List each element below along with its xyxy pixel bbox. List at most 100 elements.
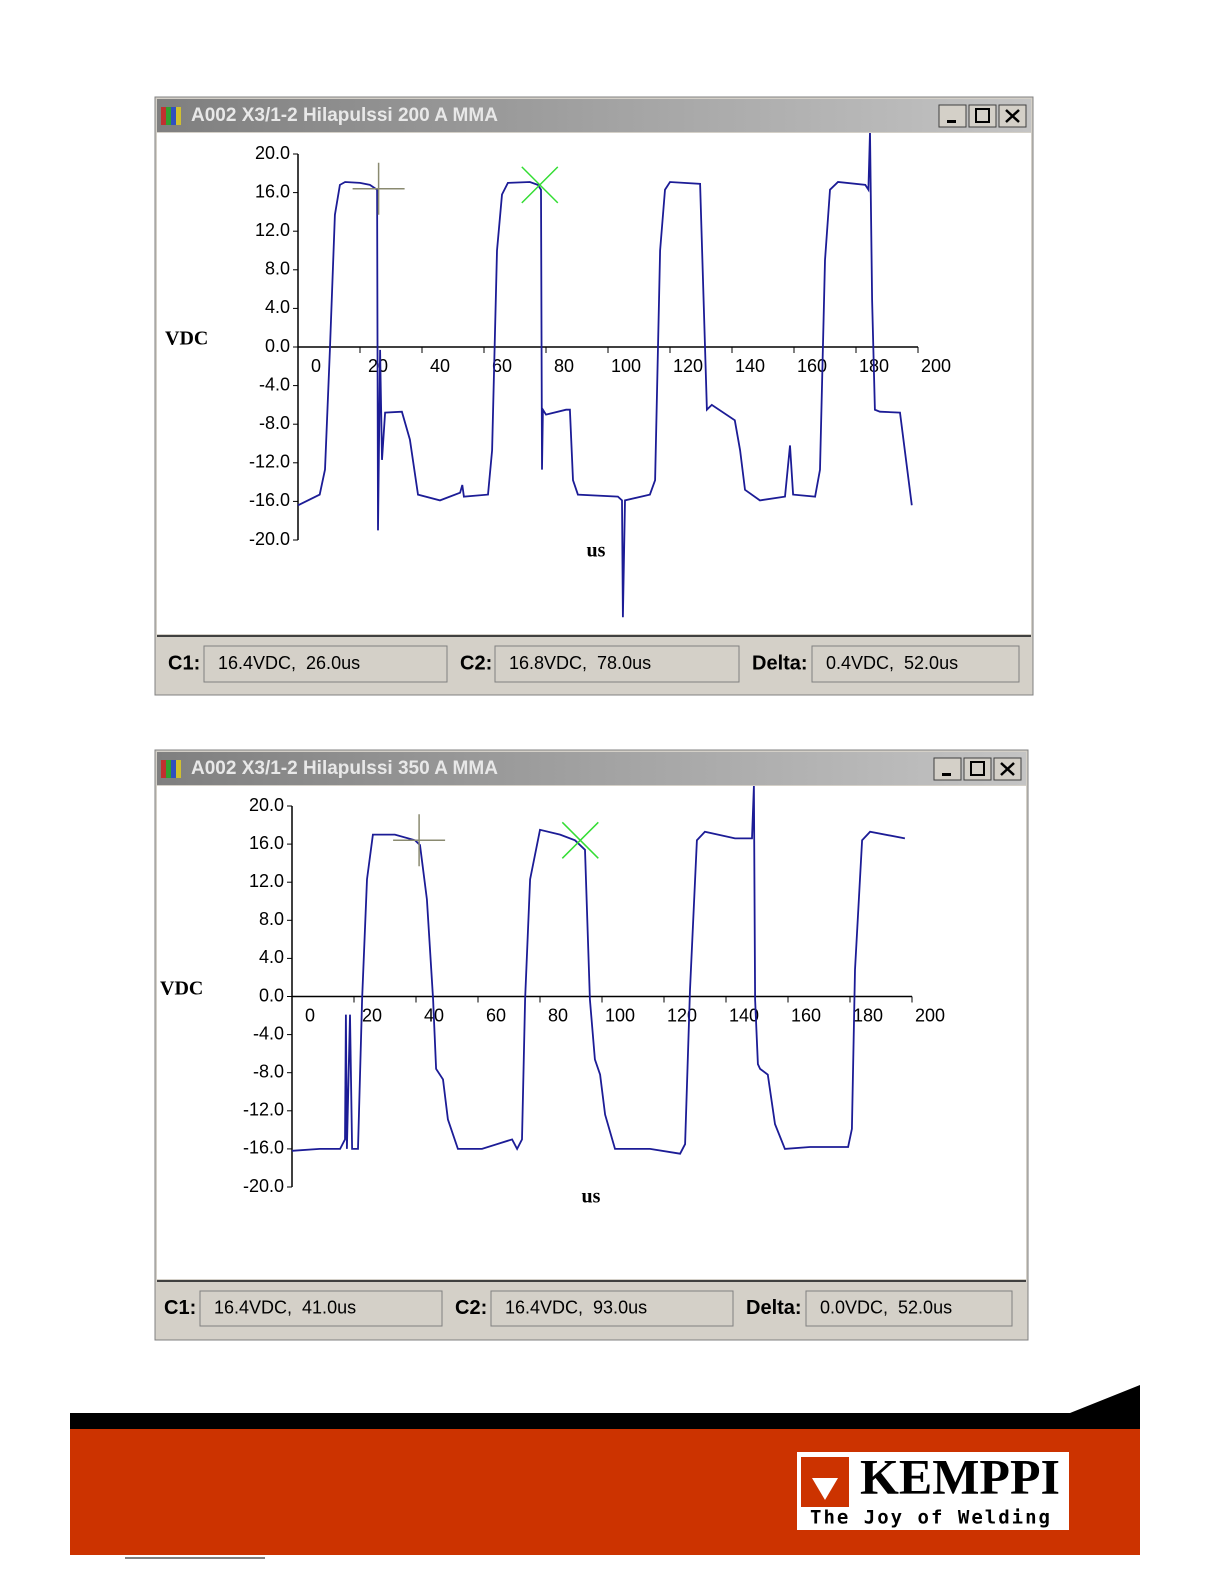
status-label: Delta: xyxy=(752,652,808,674)
cursor xyxy=(393,814,446,867)
x-tick-label: 100 xyxy=(605,1005,635,1025)
app-icon xyxy=(161,760,166,778)
status-value: 16.8VDC, 78.0us xyxy=(509,653,651,673)
x-axis-label: us xyxy=(582,1186,601,1208)
x-tick-label: 0 xyxy=(311,356,321,376)
x-tick-label: 60 xyxy=(492,356,512,376)
y-tick-label: -4.0 xyxy=(259,374,290,394)
status-label: C2: xyxy=(455,1297,487,1319)
logo-brand: KEMPPI xyxy=(860,1448,1060,1504)
title-bar xyxy=(157,99,1031,132)
maximize-glyph xyxy=(975,108,990,123)
status-field xyxy=(199,1290,443,1327)
x-tick-label: 20 xyxy=(362,1005,382,1025)
y-tick-label: -20.0 xyxy=(249,529,290,549)
signal-line xyxy=(291,786,906,1155)
close-glyph xyxy=(1005,109,1020,123)
x-tick-label: 80 xyxy=(548,1005,568,1025)
y-tick-label: 16.0 xyxy=(255,181,290,201)
plot-area xyxy=(157,786,1026,1279)
minimize-button[interactable] xyxy=(933,757,962,781)
y-tick-label: -12.0 xyxy=(243,1100,284,1120)
status-value: 0.0VDC, 52.0us xyxy=(820,1297,952,1317)
y-tick-label: -16.0 xyxy=(243,1138,284,1158)
y-tick-label: -8.0 xyxy=(253,1061,284,1081)
status-value: 0.4VDC, 52.0us xyxy=(826,653,958,673)
app-icon xyxy=(161,107,166,125)
x-tick-label: 40 xyxy=(430,356,450,376)
window: A002 X3/1-2 Hilapulssi 350 A MMA 20.0 16.0… xyxy=(154,749,1029,1341)
windows: A002 X3/1-2 Hilapulssi 200 A MMA 20.0 16.0… xyxy=(154,96,1034,1341)
y-axis-label: VDC xyxy=(160,978,203,1000)
logo-mark xyxy=(812,1478,838,1500)
status-field xyxy=(811,645,1020,683)
status-label: Delta: xyxy=(746,1297,802,1319)
close-glyph xyxy=(1000,762,1015,776)
x-tick-label: 140 xyxy=(735,356,765,376)
y-tick-label: 0.0 xyxy=(259,985,284,1005)
x-tick-label: 60 xyxy=(486,1005,506,1025)
x-axis-label: us xyxy=(587,540,606,562)
y-tick-label: -16.0 xyxy=(249,490,290,510)
status-label: C1: xyxy=(164,1297,196,1319)
y-tick-label: -20.0 xyxy=(243,1176,284,1196)
status-field xyxy=(494,645,740,683)
x-tick-label: 200 xyxy=(915,1005,945,1025)
app-icon xyxy=(176,107,181,125)
x-tick-label: 200 xyxy=(921,356,951,376)
signal-line xyxy=(297,133,913,618)
x-tick-label: 120 xyxy=(667,1005,697,1025)
maximize-glyph xyxy=(970,761,985,776)
window-title: A002 X3/1-2 Hilapulssi 350 A MMA xyxy=(191,758,498,779)
y-tick-label: 4.0 xyxy=(265,297,290,317)
minimize-glyph xyxy=(947,120,956,123)
status-value: 16.4VDC, 41.0us xyxy=(214,1297,356,1317)
x-tick-label: 180 xyxy=(853,1005,883,1025)
app-icon xyxy=(171,760,176,778)
cursor xyxy=(521,166,559,204)
window: A002 X3/1-2 Hilapulssi 200 A MMA 20.0 16.0… xyxy=(154,96,1034,696)
x-tick-label: 160 xyxy=(791,1005,821,1025)
x-tick-label: 80 xyxy=(554,356,574,376)
footer-bar xyxy=(70,1413,1070,1429)
status-label: C2: xyxy=(460,652,492,674)
y-tick-label: 20.0 xyxy=(249,795,284,815)
footer: KEMPPI The Joy of Welding xyxy=(70,1385,1140,1559)
y-tick-label: 8.0 xyxy=(259,909,284,929)
app-icon xyxy=(166,760,171,778)
status-field xyxy=(805,1290,1013,1327)
minimize-glyph xyxy=(942,773,951,776)
y-tick-label: 4.0 xyxy=(259,947,284,967)
title-bar xyxy=(157,752,1026,785)
status-value: 16.4VDC, 26.0us xyxy=(218,653,360,673)
status-field xyxy=(490,1290,734,1327)
y-axis-label: VDC xyxy=(165,328,208,350)
y-tick-label: 8.0 xyxy=(265,259,290,279)
y-tick-label: -8.0 xyxy=(259,413,290,433)
y-tick-label: 16.0 xyxy=(249,833,284,853)
y-tick-label: -4.0 xyxy=(253,1023,284,1043)
x-tick-label: 100 xyxy=(611,356,641,376)
minimize-button[interactable] xyxy=(938,104,967,128)
x-tick-label: 120 xyxy=(673,356,703,376)
app-icon xyxy=(176,760,181,778)
x-tick-label: 140 xyxy=(729,1005,759,1025)
cursor xyxy=(352,162,405,215)
status-label: C1: xyxy=(168,652,200,674)
status-field xyxy=(203,645,448,683)
status-value: 16.4VDC, 93.0us xyxy=(505,1297,647,1317)
window-title: A002 X3/1-2 Hilapulssi 200 A MMA xyxy=(191,105,498,126)
app-icon xyxy=(166,107,171,125)
plot-area xyxy=(157,133,1031,634)
x-tick-label: 160 xyxy=(797,356,827,376)
y-tick-label: 12.0 xyxy=(255,220,290,240)
y-tick-label: 20.0 xyxy=(255,143,290,163)
y-tick-label: -12.0 xyxy=(249,452,290,472)
cursor xyxy=(561,821,599,859)
x-tick-label: 0 xyxy=(305,1005,315,1025)
y-tick-label: 12.0 xyxy=(249,871,284,891)
y-tick-label: 0.0 xyxy=(265,336,290,356)
app-icon xyxy=(171,107,176,125)
logo-tagline: The Joy of Welding xyxy=(810,1507,1052,1529)
